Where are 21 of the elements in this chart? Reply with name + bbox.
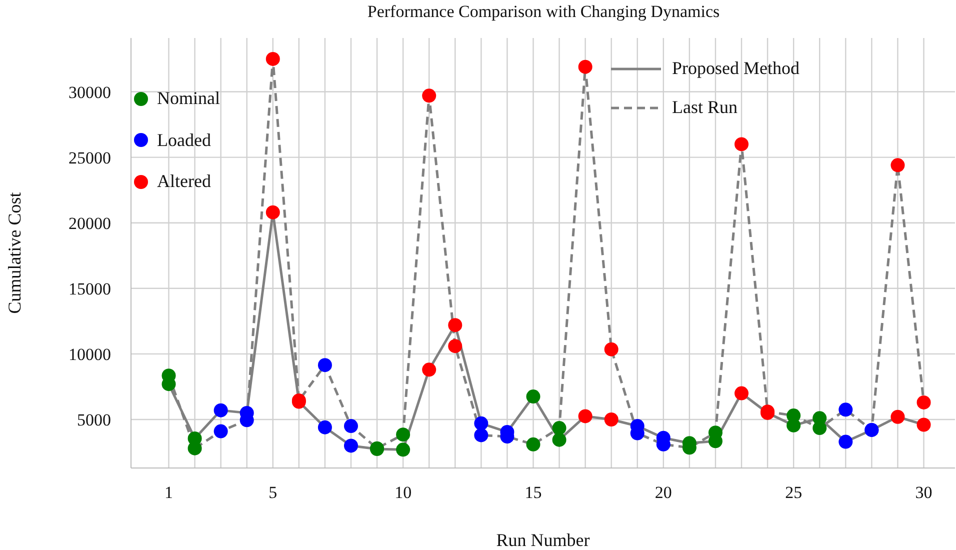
y-tick-label: 5000	[77, 410, 111, 430]
y-axis-title: Cumulative Cost	[4, 192, 24, 314]
legend-label: Altered	[157, 171, 211, 192]
x-tick-label: 25	[785, 483, 802, 502]
y-tick-label: 25000	[68, 148, 111, 168]
legend-label: Last Run	[672, 97, 738, 118]
legend-label: Proposed Method	[672, 58, 800, 79]
x-tick-label: 15	[524, 483, 542, 502]
x-tick-label: 5	[268, 483, 278, 502]
x-tick-label: 20	[654, 483, 672, 502]
chart-title: Performance Comparison with Changing Dynamics	[366, 2, 721, 22]
x-tick-label: 30	[915, 483, 932, 502]
x-axis-title: Run Number	[496, 530, 590, 550]
y-tick-label: 30000	[68, 82, 111, 102]
y-tick-label: 20000	[68, 214, 111, 233]
y-tick-label: 15000	[68, 279, 111, 298]
x-tick-label: 10	[394, 483, 412, 502]
x-tick-label: 1	[164, 483, 173, 502]
legend-label: Loaded	[157, 130, 211, 151]
legend-label: Nominal	[157, 88, 220, 110]
y-tick-label: 10000	[68, 344, 111, 364]
